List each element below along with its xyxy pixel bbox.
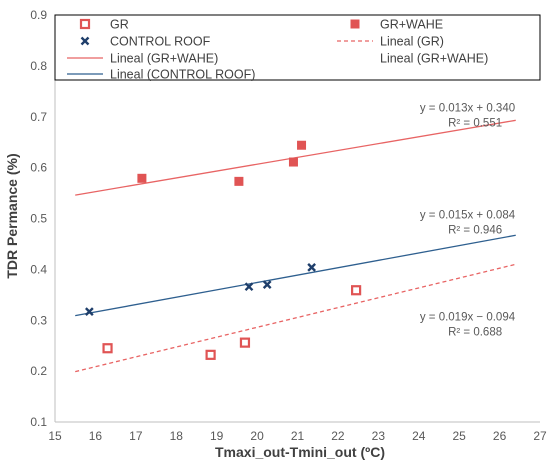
data-point <box>205 349 216 360</box>
legend-symbol <box>350 19 360 29</box>
y-tick-label: 0.5 <box>30 212 47 226</box>
x-tick-label: 22 <box>331 429 345 443</box>
x-axis-label: Tmaxi_out-Tmini_out (ºC) <box>215 444 385 460</box>
y-tick-label: 0.8 <box>30 59 47 73</box>
y-tick-label: 0.6 <box>30 161 47 175</box>
x-tick-label: 18 <box>170 429 184 443</box>
data-point <box>244 282 254 292</box>
legend-label: GR+WAHE <box>380 18 443 32</box>
legend-symbol <box>80 36 90 46</box>
legend-entry: GR+WAHE <box>350 18 443 32</box>
legend-label: Lineal (GR+WAHE) <box>380 52 488 66</box>
x-tick-label: 25 <box>452 429 466 443</box>
y-axis-label: TDR Permance (%) <box>4 153 20 278</box>
data-point <box>297 140 307 150</box>
legend-entry: Lineal (CONTROL ROOF) <box>67 68 255 82</box>
legend-entry: Lineal (GR+WAHE) <box>67 52 218 66</box>
trendline-equations: y = 0.019x − 0.094 R² = 0.688 y = 0.013x +… <box>420 103 516 339</box>
marker-square <box>79 18 91 30</box>
legend-entry: GR <box>79 18 129 32</box>
legend-entry: CONTROL ROOF <box>80 35 211 49</box>
x-tick-label: 16 <box>89 429 103 443</box>
trendline-equation: y = 0.019x − 0.094 <box>420 311 516 323</box>
data-point <box>307 262 316 272</box>
axes <box>54 15 540 423</box>
x-tick-label: 17 <box>129 429 143 443</box>
y-tick-label: 0.4 <box>30 262 47 276</box>
trendline <box>75 263 516 373</box>
x-tick-label: 19 <box>210 429 224 443</box>
marker-square <box>205 349 216 360</box>
trendline <box>75 234 516 317</box>
trendline-equation: y = 0.015x + 0.084 <box>420 210 516 222</box>
marker-stroke <box>80 36 90 46</box>
data-point <box>85 307 94 316</box>
data-point <box>102 343 113 354</box>
x-tick-label: 24 <box>412 429 426 443</box>
x-tick-label: 23 <box>372 429 386 443</box>
marker-square <box>351 285 362 296</box>
legend-box <box>54 14 541 81</box>
legend-label: Lineal (CONTROL ROOF) <box>110 68 255 82</box>
marker-stroke <box>307 262 316 272</box>
marker-square <box>102 343 113 354</box>
marker-stroke <box>244 282 254 292</box>
legend-entry: Lineal (GR+WAHE) <box>380 52 488 66</box>
x-tick-label: 27 <box>533 429 547 443</box>
legend-label: Lineal (GR) <box>380 35 444 49</box>
legend-label: GR <box>110 18 129 32</box>
x-tick-label: 26 <box>493 429 507 443</box>
data-point <box>234 176 244 186</box>
y-tick-label: 0.1 <box>30 415 47 429</box>
y-tick-label: 0.7 <box>30 110 47 124</box>
y-tick-label: 0.3 <box>30 313 47 327</box>
legend-label: Lineal (GR+WAHE) <box>110 52 218 66</box>
marker-square <box>239 337 251 348</box>
data-point <box>262 280 272 289</box>
data-point <box>288 157 298 167</box>
legend-label: CONTROL ROOF <box>110 35 211 49</box>
data-point <box>351 285 362 296</box>
trendline-r2: R² = 0.688 <box>448 326 502 338</box>
marker-stroke <box>85 307 94 316</box>
legend-symbol <box>79 18 91 30</box>
tick-labels: 0.1 0.2 0.3 0.4 0.5 0.6 0.7 0.8 0.9 15 16 17 18 19 20 2… <box>30 8 547 443</box>
y-tick-label: 0.2 <box>30 364 47 378</box>
x-tick-label: 21 <box>291 429 305 443</box>
data-point <box>137 173 147 183</box>
legend: GR GR+WAHE CONTROL ROOF Lineal (GR) Lineal (… <box>54 14 541 82</box>
data-point <box>239 337 251 348</box>
data-points <box>85 140 362 360</box>
y-tick-label: 0.9 <box>30 8 47 22</box>
x-tick-label: 15 <box>48 429 62 443</box>
trendline-equation: y = 0.013x + 0.340 <box>420 103 515 115</box>
trendline-r2: R² = 0.946 <box>448 225 502 237</box>
legend-entry: Lineal (GR) <box>337 35 444 49</box>
x-tick-label: 20 <box>250 429 264 443</box>
trendline-r2: R² = 0.551 <box>448 118 502 130</box>
marker-stroke <box>262 280 272 289</box>
